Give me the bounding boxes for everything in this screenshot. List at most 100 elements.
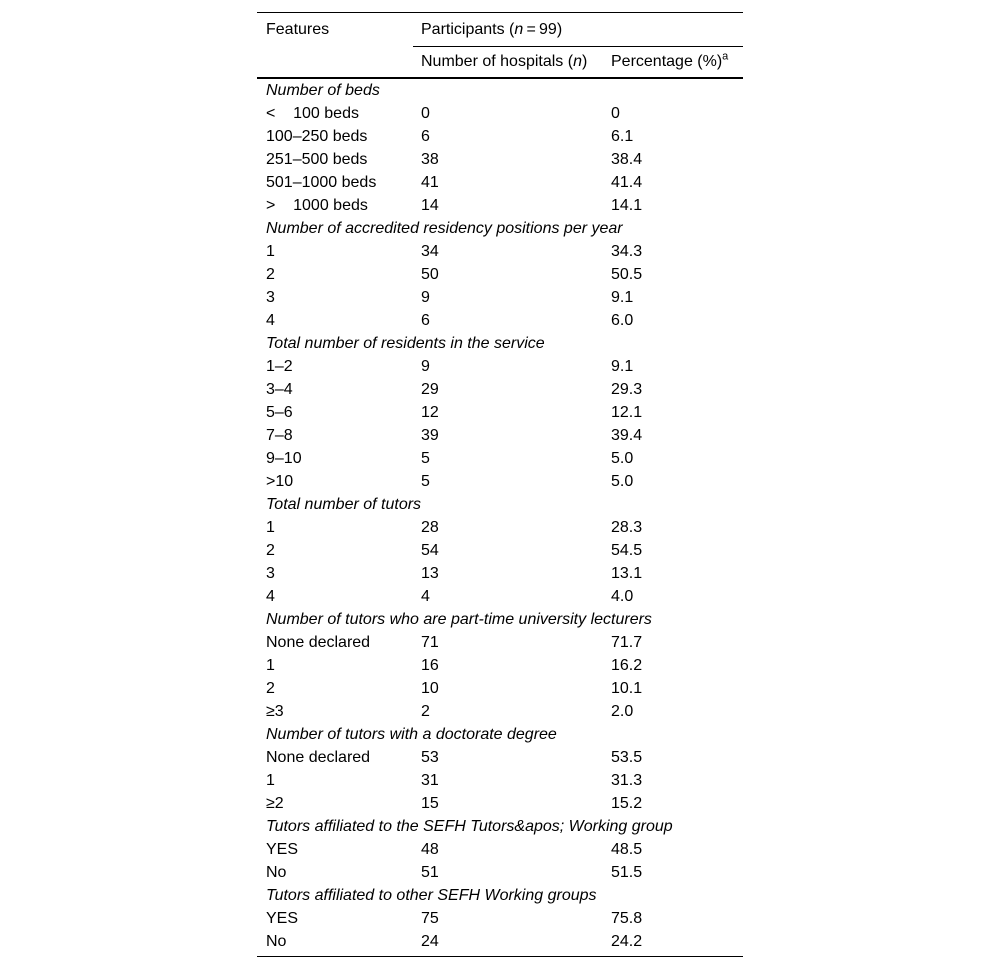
table-subheader-row: Number of hospitals (n) Percentage (%)a [257, 47, 743, 77]
cell-feature: No [266, 933, 287, 950]
cell-percentage: 28.3 [611, 519, 643, 536]
cell-feature: 1 [266, 657, 275, 674]
cell-hospitals-n: 16 [421, 657, 439, 674]
cell-percentage: 12.1 [611, 404, 643, 421]
cell-percentage: 9.1 [611, 358, 634, 375]
cell-percentage: 41.4 [611, 174, 643, 191]
cell-percentage: 50.5 [611, 266, 643, 283]
cell-hospitals-n: 2 [421, 703, 430, 720]
table-row: ≥3 2 2.0 [257, 700, 743, 723]
table-row: None declared 71 71.7 [257, 631, 743, 654]
table-row: 3 9 9.1 [257, 286, 743, 309]
cell-feature: ≥2 [266, 795, 284, 812]
table-row: 2 54 54.5 [257, 539, 743, 562]
cell-feature: 2 [266, 680, 275, 697]
cell-percentage: 10.1 [611, 680, 643, 697]
cell-feature: > 1000 beds [266, 197, 368, 214]
cell-feature: 100–250 beds [266, 128, 368, 145]
participants-table: Features Participants (n = 99) Number of… [257, 12, 743, 957]
cell-feature: YES [266, 910, 299, 927]
cell-hospitals-n: 28 [421, 519, 439, 536]
participants-group-rule [413, 46, 743, 47]
cell-percentage: 48.5 [611, 841, 643, 858]
table-row: 3 13 13.1 [257, 562, 743, 585]
footnote-marker: a [722, 50, 729, 63]
cell-hospitals-n: 9 [421, 289, 430, 306]
cell-percentage: 51.5 [611, 864, 643, 881]
cell-feature: 1–2 [266, 358, 293, 375]
table-row: < 100 beds 0 0 [257, 102, 743, 125]
section-row: Number of accredited residency positions… [257, 217, 743, 240]
cell-hospitals-n: 48 [421, 841, 439, 858]
section-row: Tutors affiliated to the SEFH Tutors&apo… [257, 815, 743, 838]
table-row: 1 34 34.3 [257, 240, 743, 263]
table-row: 4 6 6.0 [257, 309, 743, 332]
table-row: 501–1000 beds 41 41.4 [257, 171, 743, 194]
cell-hospitals-n: 38 [421, 151, 439, 168]
cell-feature: 5–6 [266, 404, 293, 421]
participants-header-text: Participants ( [421, 21, 515, 38]
cell-feature: No [266, 864, 287, 881]
cell-percentage: 5.0 [611, 450, 634, 467]
cell-hospitals-n: 5 [421, 450, 430, 467]
table-row: 4 4 4.0 [257, 585, 743, 608]
table-row: >10 5 5.0 [257, 470, 743, 493]
table-group-header-row: Features Participants (n = 99) [257, 13, 743, 46]
cell-hospitals-n: 10 [421, 680, 439, 697]
hospitals-header-close: ) [581, 53, 588, 70]
cell-feature: < 100 beds [266, 105, 359, 122]
cell-percentage: 75.8 [611, 910, 643, 927]
cell-percentage: 39.4 [611, 427, 643, 444]
participants-n-italic: n [514, 21, 524, 38]
table-row: 100–250 beds 6 6.1 [257, 125, 743, 148]
cell-hospitals-n: 14 [421, 197, 439, 214]
cell-percentage: 31.3 [611, 772, 643, 789]
cell-percentage: 6.0 [611, 312, 634, 329]
section-row: Number of tutors who are part-time unive… [257, 608, 743, 631]
cell-hospitals-n: 24 [421, 933, 439, 950]
cell-percentage: 53.5 [611, 749, 643, 766]
section-row: Total number of residents in the service [257, 332, 743, 355]
section-row: Total number of tutors [257, 493, 743, 516]
cell-hospitals-n: 41 [421, 174, 439, 191]
cell-feature: 1 [266, 519, 275, 536]
cell-feature: 9–10 [266, 450, 302, 467]
cell-feature: 2 [266, 266, 275, 283]
hospitals-column-header: Number of hospitals (n) [421, 47, 611, 77]
table-bottom-rule [257, 956, 743, 957]
cell-feature: ≥3 [266, 703, 284, 720]
table-top-rule [257, 12, 743, 13]
hospitals-n-italic: n [573, 53, 582, 70]
section-row: Tutors affiliated to other SEFH Working … [257, 884, 743, 907]
section-row: Number of tutors with a doctorate degree [257, 723, 743, 746]
cell-feature: >10 [266, 473, 294, 490]
table-row: 1 16 16.2 [257, 654, 743, 677]
percentage-column-header: Percentage (%)a [611, 47, 743, 77]
table-row: None declared 53 53.5 [257, 746, 743, 769]
table-row: 7–8 39 39.4 [257, 424, 743, 447]
cell-feature: 3 [266, 565, 275, 582]
cell-percentage: 34.3 [611, 243, 643, 260]
section-label: Tutors affiliated to other SEFH Working … [266, 887, 597, 904]
cell-hospitals-n: 54 [421, 542, 439, 559]
cell-feature: YES [266, 841, 299, 858]
cell-feature: 4 [266, 588, 275, 605]
cell-feature: 1 [266, 772, 275, 789]
table-row: 2 50 50.5 [257, 263, 743, 286]
hospitals-header-text: Number of hospitals ( [421, 53, 574, 70]
table-row: 9–10 5 5.0 [257, 447, 743, 470]
cell-feature: 7–8 [266, 427, 293, 444]
section-label: Number of tutors with a doctorate degree [266, 726, 557, 743]
table-row: 3–4 29 29.3 [257, 378, 743, 401]
section-label: Number of tutors who are part-time unive… [266, 611, 652, 628]
table-row: 5–6 12 12.1 [257, 401, 743, 424]
table-row: No 24 24.2 [257, 930, 743, 953]
table-row: 2 10 10.1 [257, 677, 743, 700]
table-row: 1 31 31.3 [257, 769, 743, 792]
cell-percentage: 71.7 [611, 634, 643, 651]
cell-feature: 251–500 beds [266, 151, 368, 168]
cell-feature: 2 [266, 542, 275, 559]
cell-hospitals-n: 12 [421, 404, 439, 421]
table-row: 1–2 9 9.1 [257, 355, 743, 378]
